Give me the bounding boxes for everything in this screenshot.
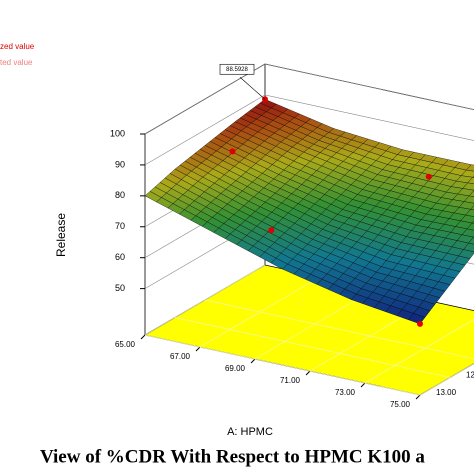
y-tick-label: 12.00 [466, 371, 474, 380]
surface-patch [465, 164, 474, 172]
grid-line [144, 334, 421, 396]
x-tick-label: 73.00 [335, 388, 356, 397]
z-tick-label: 70 [115, 221, 125, 231]
x-tick [250, 358, 256, 364]
plot: 50 60 70 80 90 100 65.00 67.00 69.00 71.00 73.00 75… [110, 63, 474, 409]
x-tick [305, 370, 311, 376]
surface-patch [463, 242, 474, 253]
legend-entry: zed value [0, 42, 35, 51]
grid-line [419, 363, 474, 396]
annotation-label: 88.5928 [226, 67, 248, 73]
surface-patch [470, 205, 474, 211]
y-tick-label: 13.00 [436, 388, 457, 397]
caption: View of %CDR With Respect to HPMC K100 a [40, 446, 425, 467]
z-tick-label: 100 [110, 128, 125, 138]
surface-patch [468, 236, 474, 245]
z-tick-label: 60 [115, 252, 125, 262]
surface-patch [462, 182, 474, 191]
design-point [425, 173, 432, 180]
surface-patch [467, 177, 474, 184]
grid-line [144, 63, 474, 135]
legend-entry: ted value [0, 58, 33, 67]
design-point [229, 148, 236, 155]
annotation-box [219, 63, 255, 75]
surface-patch [465, 209, 474, 217]
surface-patch [468, 190, 474, 197]
grid-line [144, 94, 474, 166]
z-tick-label: 80 [115, 190, 125, 200]
z-tick-label: 50 [115, 283, 125, 293]
grid-line [204, 299, 474, 360]
x-axis-label: A: HPMC [227, 426, 273, 438]
design-point [268, 227, 275, 234]
x-tick-label: 75.00 [390, 400, 411, 409]
x-tick-label: 67.00 [170, 352, 191, 361]
x-tick [415, 394, 421, 400]
z-axis-label: Release [54, 213, 68, 257]
annotation-line [239, 77, 266, 100]
x-tick-label: 71.00 [280, 376, 301, 385]
z-tick-label: 90 [115, 159, 125, 169]
x-tick-label: 65.00 [115, 340, 136, 349]
surface-patch [466, 222, 474, 231]
grid-line [174, 317, 451, 378]
x-tick [360, 382, 366, 388]
design-point [417, 320, 423, 327]
surface-patch [463, 195, 474, 204]
x-tick-label: 69.00 [225, 364, 246, 373]
x-tick [195, 346, 201, 352]
x-tick [140, 334, 146, 340]
